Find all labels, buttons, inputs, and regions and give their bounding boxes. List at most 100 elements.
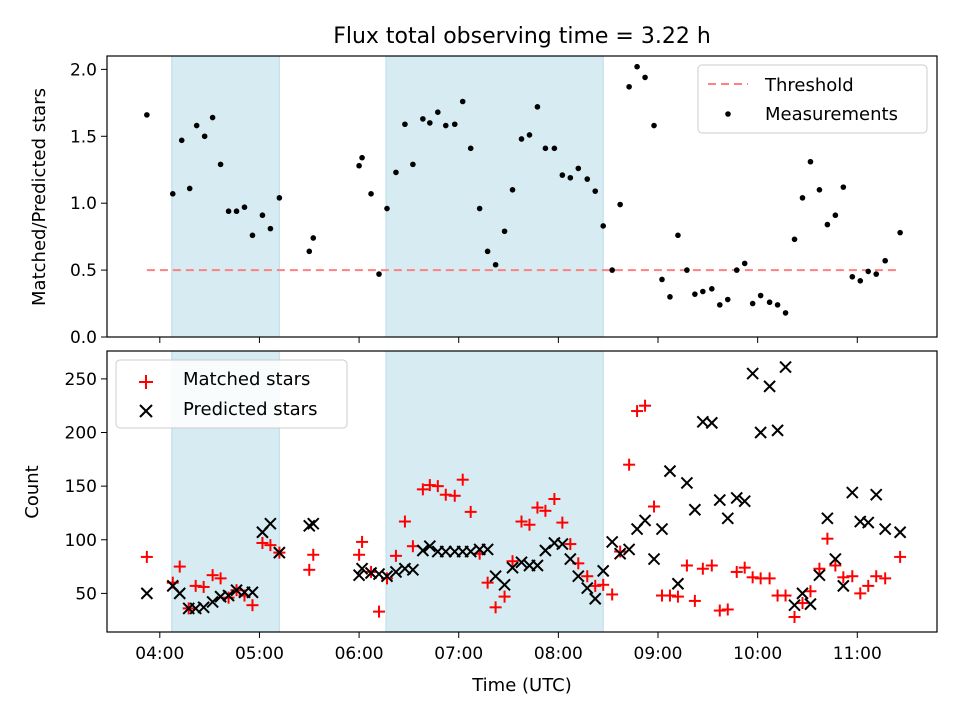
- measurement-point: [310, 235, 317, 241]
- predicted-star-point: [596, 564, 610, 578]
- predicted-star-point: [870, 488, 883, 501]
- x-axis-label: Time (UTC): [471, 675, 572, 696]
- measurement-point: [724, 296, 731, 303]
- measurement-point: [551, 145, 558, 152]
- matched-star-point: [631, 405, 644, 418]
- predicted-star-point: [380, 570, 394, 583]
- legend-measurements-label: Measurements: [765, 104, 898, 125]
- predicted-star-point: [498, 578, 511, 592]
- measurement-point: [186, 185, 193, 192]
- predicted-star-point: [173, 587, 186, 600]
- predicted-star-point: [846, 486, 859, 499]
- predicted-star-point: [246, 586, 259, 599]
- predicted-star-point: [539, 544, 552, 557]
- measurement-point: [518, 136, 525, 142]
- predicted-star-point: [303, 519, 316, 533]
- matched-star-point: [846, 570, 859, 583]
- predicted-star-point: [464, 545, 477, 558]
- measurement-point: [642, 74, 648, 81]
- y-tick-label: 100: [65, 531, 97, 551]
- shaded-interval: [385, 350, 604, 633]
- top-legend: Threshold Measurements: [697, 64, 928, 134]
- predicted-star-point: [439, 545, 452, 558]
- measurement-point: [451, 121, 458, 128]
- matched-star-point: [696, 562, 709, 575]
- matched-star-point: [548, 493, 561, 506]
- measurement-point: [559, 172, 566, 178]
- matched-star-point: [671, 590, 684, 603]
- measurement-point: [217, 161, 224, 168]
- predicted-star-point: [389, 565, 403, 579]
- measurement-point: [626, 83, 632, 90]
- matched-star-point: [206, 569, 219, 582]
- measurement-point: [459, 98, 466, 105]
- measurement-point: [716, 302, 723, 308]
- measurement-point: [484, 248, 491, 255]
- bottom-y-axis-label: Count: [22, 465, 43, 518]
- matched-star-point: [564, 538, 577, 551]
- predicted-star-point: [416, 544, 430, 557]
- matched-star-point: [431, 480, 444, 493]
- measurement-point: [840, 184, 847, 190]
- measurement-point: [384, 205, 390, 212]
- matched-star-point: [406, 540, 419, 553]
- measurement-point: [249, 232, 256, 239]
- y-tick-label: 2.0: [70, 60, 97, 80]
- y-tick-label: 0.5: [70, 261, 97, 281]
- y-tick-label: 1.5: [70, 127, 97, 147]
- matched-star-point: [307, 548, 320, 561]
- matched-star-point: [246, 599, 259, 612]
- measurement-point: [492, 261, 499, 268]
- predicted-star-point: [622, 543, 636, 556]
- measurement-point: [427, 120, 433, 126]
- matched-star-point: [705, 559, 718, 572]
- predicted-star-point: [206, 595, 219, 609]
- x-tick-label: 09:00: [634, 644, 683, 664]
- measurement-point: [178, 137, 185, 144]
- matched-star-point: [353, 548, 366, 561]
- matched-star-point: [489, 601, 502, 614]
- measurement-point: [774, 302, 781, 308]
- measurement-point: [534, 104, 541, 110]
- bottom-legend: Matched stars Predicted stars: [115, 359, 348, 429]
- matched-star-point: [730, 565, 743, 578]
- predicted-star-point: [893, 526, 907, 539]
- matched-star-point: [597, 578, 610, 591]
- x-axis-ticks: 04:00 05:00 06:00 07:00 08:00 09:00 10:00 11:00: [135, 632, 882, 664]
- matched-star-point: [870, 570, 883, 583]
- measurement-points: [144, 63, 903, 316]
- measurement-point: [651, 122, 657, 129]
- predicted-star-point: [738, 494, 751, 508]
- matched-star-point: [222, 591, 235, 604]
- measurement-point: [700, 288, 706, 295]
- bottom-panel: 50 100 150 200 250 04:00 05:00 06:00 07:00 08:00…: [22, 350, 938, 664]
- measurement-point: [882, 257, 888, 264]
- matched-star-point: [589, 579, 602, 592]
- measurement-point: [733, 267, 740, 273]
- measurement-point: [368, 191, 374, 197]
- predicted-star-point: [423, 539, 437, 553]
- matched-star-point: [788, 610, 801, 623]
- matched-star-point: [416, 483, 429, 496]
- measurement-point: [267, 225, 274, 232]
- y-axis-ticks: 0.0 0.5 1.0 1.5 2.0: [70, 60, 107, 348]
- measurement-point: [816, 187, 823, 193]
- measurement-point: [634, 63, 640, 70]
- legend-predicted-label: Predicted stars: [183, 399, 317, 420]
- legend-matched-swatch: [139, 375, 153, 389]
- measurement-point: [144, 112, 150, 118]
- measurement-point: [609, 267, 615, 273]
- measurement-point: [501, 228, 508, 235]
- measurement-point: [542, 145, 549, 152]
- measurement-point: [410, 161, 416, 168]
- matched-star-point: [648, 500, 661, 513]
- measurement-point: [659, 276, 665, 283]
- top-panel-frame: [106, 55, 938, 338]
- matched-star-point: [197, 580, 210, 593]
- matched-star-point: [189, 579, 202, 592]
- matched-star-point: [804, 585, 817, 598]
- count-points: [140, 360, 907, 623]
- matched-star-point: [523, 518, 536, 531]
- matched-star-point: [796, 597, 809, 610]
